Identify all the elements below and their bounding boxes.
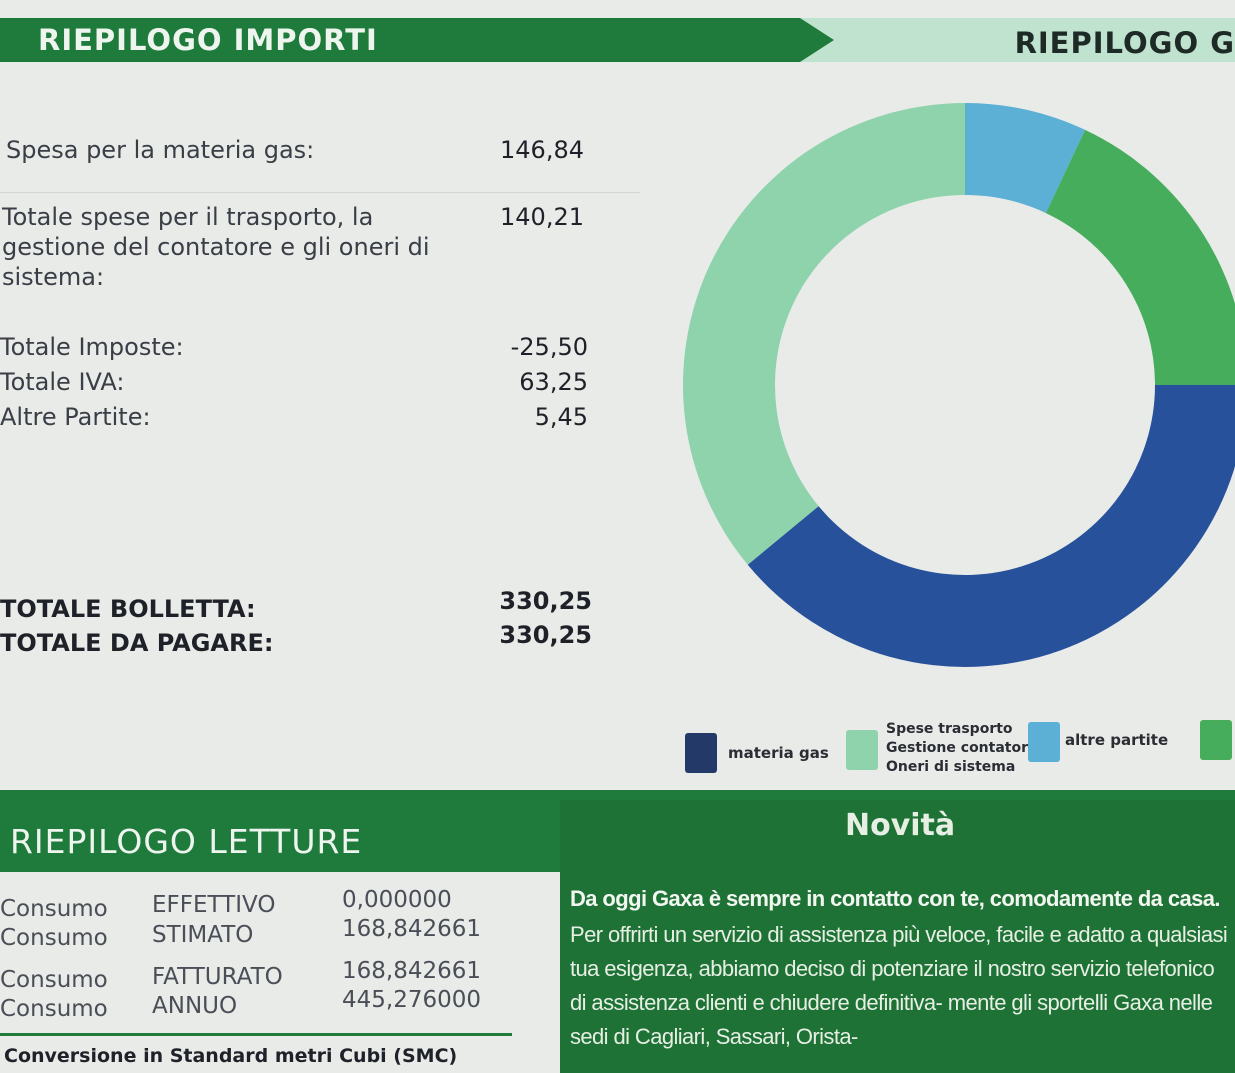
total-value-bolletta: 330,25 bbox=[499, 587, 592, 615]
legend-swatch-gas bbox=[685, 733, 717, 773]
letture-label: Consumo bbox=[0, 896, 108, 922]
donut-slice-3 bbox=[683, 103, 965, 565]
total-label-bolletta: TOTALE BOLLETTA: bbox=[0, 595, 256, 623]
amount-label-gas: Spesa per la materia gas: bbox=[6, 136, 315, 164]
letture-label: Consumo bbox=[0, 925, 108, 951]
total-value-pagare: 330,25 bbox=[499, 621, 592, 649]
amount-label-trasporto: Totale spese per il trasporto, la gestio… bbox=[2, 203, 430, 291]
letture-type: STIMATO bbox=[152, 922, 254, 948]
novita-paragraph: Da oggi Gaxa è sempre in contatto con te… bbox=[570, 886, 1220, 911]
legend-label-trasporto: Spese trasporto Gestione contatore Oneri… bbox=[886, 720, 1038, 777]
total-label-pagare: TOTALE DA PAGARE: bbox=[0, 629, 274, 657]
letture-type: FATTURATO bbox=[152, 964, 283, 990]
amount-value-imposte: -25,50 bbox=[510, 333, 588, 361]
novita-title: Novità bbox=[845, 808, 956, 843]
amount-label-altre: Altre Partite: bbox=[0, 403, 151, 431]
section-title-riepilogo-g: RIEPILOGO G bbox=[1014, 26, 1235, 60]
letture-value: 168,842661 bbox=[342, 958, 482, 984]
amount-label-imposte: Totale Imposte: bbox=[0, 333, 184, 361]
letture-label: Consumo bbox=[0, 967, 108, 993]
letture-value: 0,000000 bbox=[342, 887, 452, 913]
amount-value-gas: 146,84 bbox=[500, 136, 584, 164]
legend-swatch-altre bbox=[1028, 722, 1060, 762]
donut-chart bbox=[683, 103, 1235, 667]
amount-value-altre: 5,45 bbox=[534, 403, 588, 431]
amount-value-trasporto: 140,21 bbox=[500, 203, 584, 231]
letture-type: EFFETTIVO bbox=[152, 892, 276, 918]
legend-label-gas: materia gas bbox=[728, 744, 829, 762]
section-title-riepilogo-importi: RIEPILOGO IMPORTI bbox=[0, 18, 800, 62]
header-arrow bbox=[800, 18, 834, 62]
section-title-riepilogo-letture: RIEPILOGO LETTURE bbox=[0, 800, 560, 872]
amount-value-iva: 63,25 bbox=[519, 368, 588, 396]
legend-swatch-green bbox=[1200, 720, 1232, 760]
divider bbox=[0, 192, 640, 193]
donut-slice-2 bbox=[747, 385, 1235, 667]
amount-label-iva: Totale IVA: bbox=[0, 368, 125, 396]
letture-value: 445,276000 bbox=[342, 987, 482, 1013]
legend-line: Spese trasporto bbox=[886, 721, 1013, 737]
donut-slice-0 bbox=[965, 103, 1086, 214]
novita-text: Da oggi Gaxa è sempre in contatto con te… bbox=[570, 882, 1230, 1054]
divider bbox=[0, 1033, 512, 1036]
novita-panel: Novità Da oggi Gaxa è sempre in contatto… bbox=[560, 800, 1235, 1073]
legend-label-altre: altre partite bbox=[1065, 731, 1169, 749]
novita-paragraph: Per offrirti un servizio di assistenza p… bbox=[570, 922, 1228, 1049]
conversion-label: Conversione in Standard metri Cubi (SMC) bbox=[4, 1045, 458, 1067]
legend-swatch-trasporto bbox=[846, 730, 878, 770]
letture-value: 168,842661 bbox=[342, 916, 482, 942]
letture-label: Consumo bbox=[0, 996, 108, 1022]
legend-line: Gestione contatore bbox=[886, 740, 1038, 756]
legend-line: Oneri di sistema bbox=[886, 759, 1016, 775]
donut-slice-1 bbox=[1045, 129, 1235, 385]
letture-type: ANNUO bbox=[152, 993, 238, 1019]
green-band bbox=[0, 790, 1235, 802]
